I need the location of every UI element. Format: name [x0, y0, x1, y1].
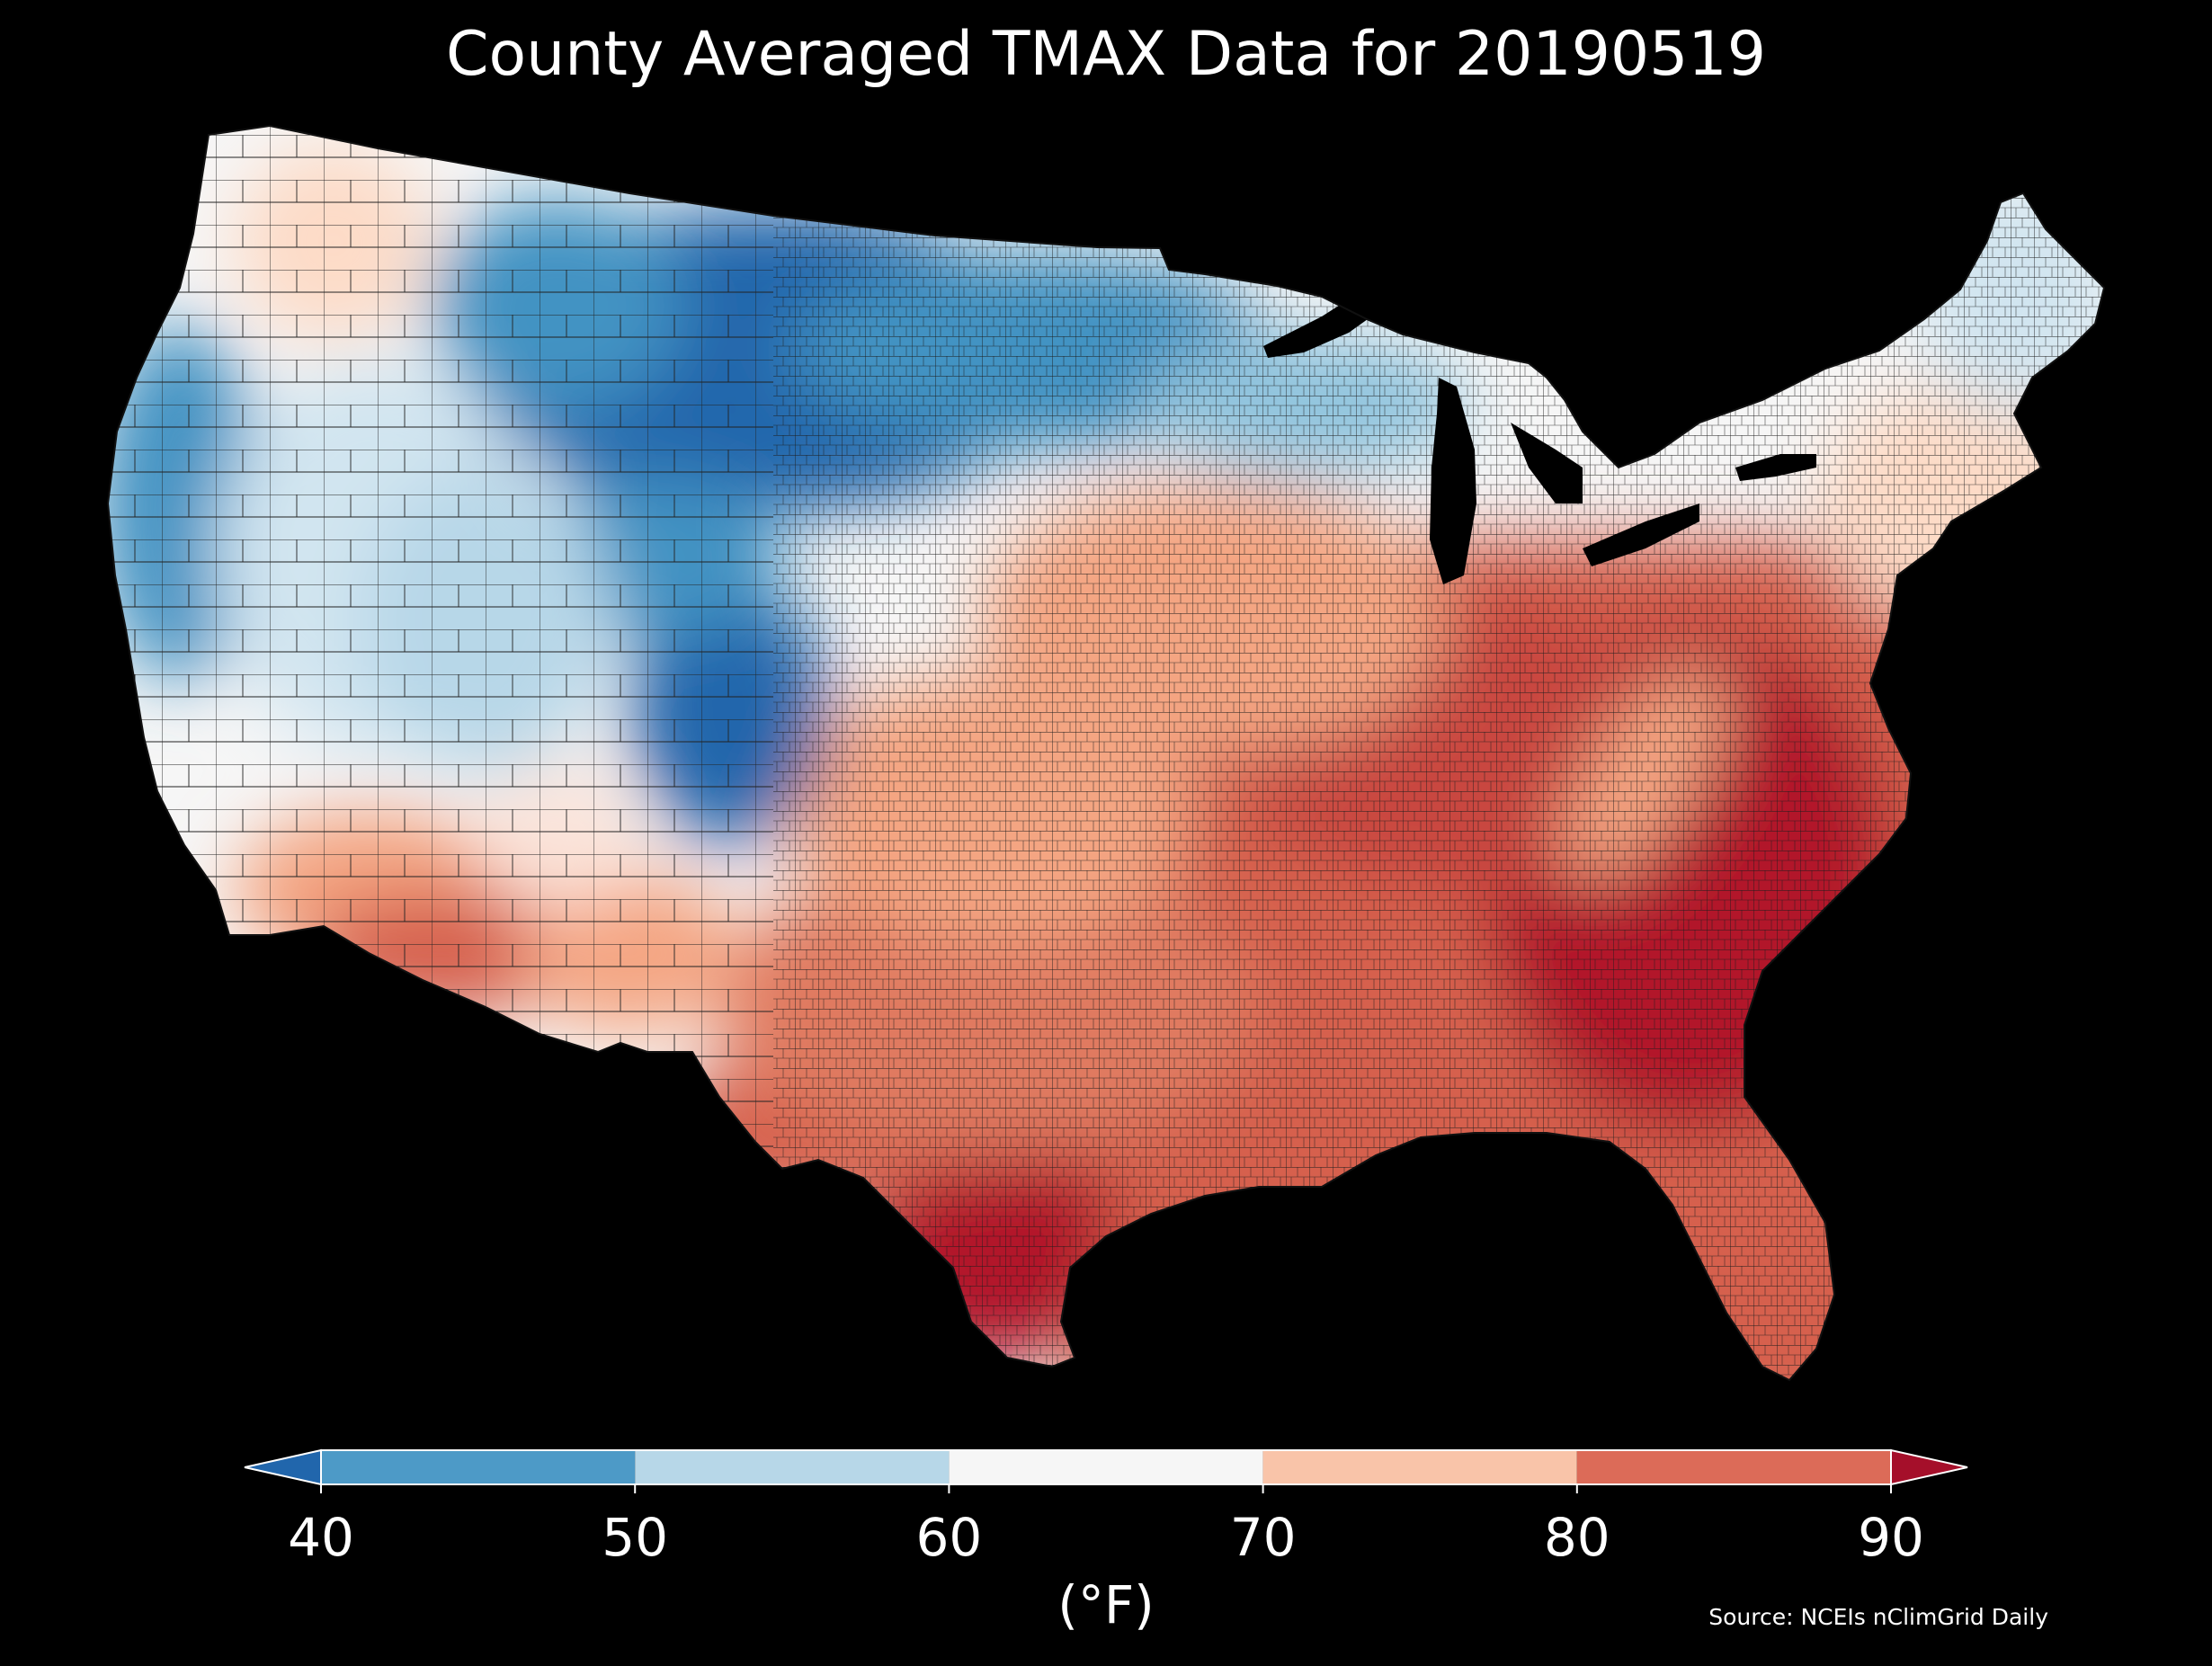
colorbar-bin-40-50 — [321, 1450, 636, 1484]
colorbar-bin-60-70 — [949, 1450, 1263, 1484]
county-borders-east — [773, 126, 2104, 1380]
colorbar-over-arrow — [1890, 1448, 1968, 1486]
colorbar-unit-label: (°F) — [1057, 1574, 1155, 1635]
lake-superior — [1263, 288, 1380, 358]
colorbar-tick-label: 50 — [602, 1507, 669, 1568]
colorbar-tick-label: 70 — [1229, 1507, 1297, 1568]
page-title: County Averaged TMAX Data for 20190519 — [446, 19, 1766, 90]
colorbar-frame — [320, 1449, 1892, 1485]
colorbar-tick-label: 80 — [1543, 1507, 1610, 1568]
colorbar-tick-label: 90 — [1858, 1507, 1924, 1568]
lake-erie — [1583, 503, 1699, 566]
colorbar-tick-label: 60 — [915, 1507, 983, 1568]
lake-ontario — [1735, 454, 1816, 481]
colorbar-bin-80-90 — [1576, 1450, 1891, 1484]
colorbar-tick-label: 40 — [288, 1507, 354, 1568]
colorbar — [244, 1448, 1968, 1493]
source-credit: Source: NCEIs nClimGrid Daily — [1708, 1604, 2048, 1630]
great-lakes — [1263, 288, 1816, 584]
lake-huron — [1511, 423, 1583, 503]
lake-michigan — [1430, 378, 1476, 584]
county-borders-west — [108, 126, 773, 1380]
colorbar-under-arrow — [244, 1448, 322, 1486]
county-fill-layer — [108, 126, 2104, 1380]
colorbar-ticks — [320, 1484, 1892, 1493]
colorbar-bins — [321, 1450, 1891, 1484]
colorbar-bin-50-60 — [635, 1450, 950, 1484]
colorbar-bin-70-80 — [1262, 1450, 1577, 1484]
